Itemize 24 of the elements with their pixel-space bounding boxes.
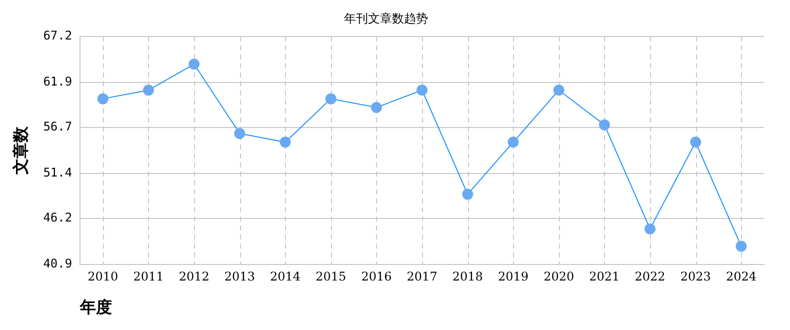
x-tick-label: 2017 [406, 270, 438, 284]
x-tick-label: 2010 [88, 270, 118, 284]
x-tick-label: 2019 [498, 270, 529, 284]
y-tick-label: 51.4 [43, 166, 72, 180]
x-tick-label: 2011 [133, 270, 164, 284]
y-tick-label: 46.2 [43, 210, 72, 225]
y-tick-label: 61.9 [43, 74, 72, 88]
y-tick-label: 67.2 [43, 28, 72, 43]
x-tick-label: 2022 [634, 270, 666, 284]
x-tick-label: 2024 [726, 270, 757, 284]
y-tick-label: 56.7 [43, 120, 72, 134]
x-tick-label: 2018 [452, 270, 483, 284]
chart-title: 年刊文章数趋势 [344, 11, 428, 26]
x-tick-label: 2014 [270, 270, 301, 284]
x-tick-label: 2021 [589, 270, 620, 284]
x-tick-label: 2020 [544, 270, 574, 284]
x-axis-title: 年度 [79, 298, 112, 317]
x-tick-label: 2023 [680, 270, 711, 284]
x-tick-label: 2012 [178, 270, 210, 284]
y-axis-title: 文章数 [10, 125, 30, 176]
y-tick-label: 40.9 [43, 256, 72, 271]
x-tick-label: 2015 [316, 270, 346, 284]
x-tick-label: 2016 [361, 270, 392, 284]
x-tick-label: 2013 [224, 270, 255, 284]
